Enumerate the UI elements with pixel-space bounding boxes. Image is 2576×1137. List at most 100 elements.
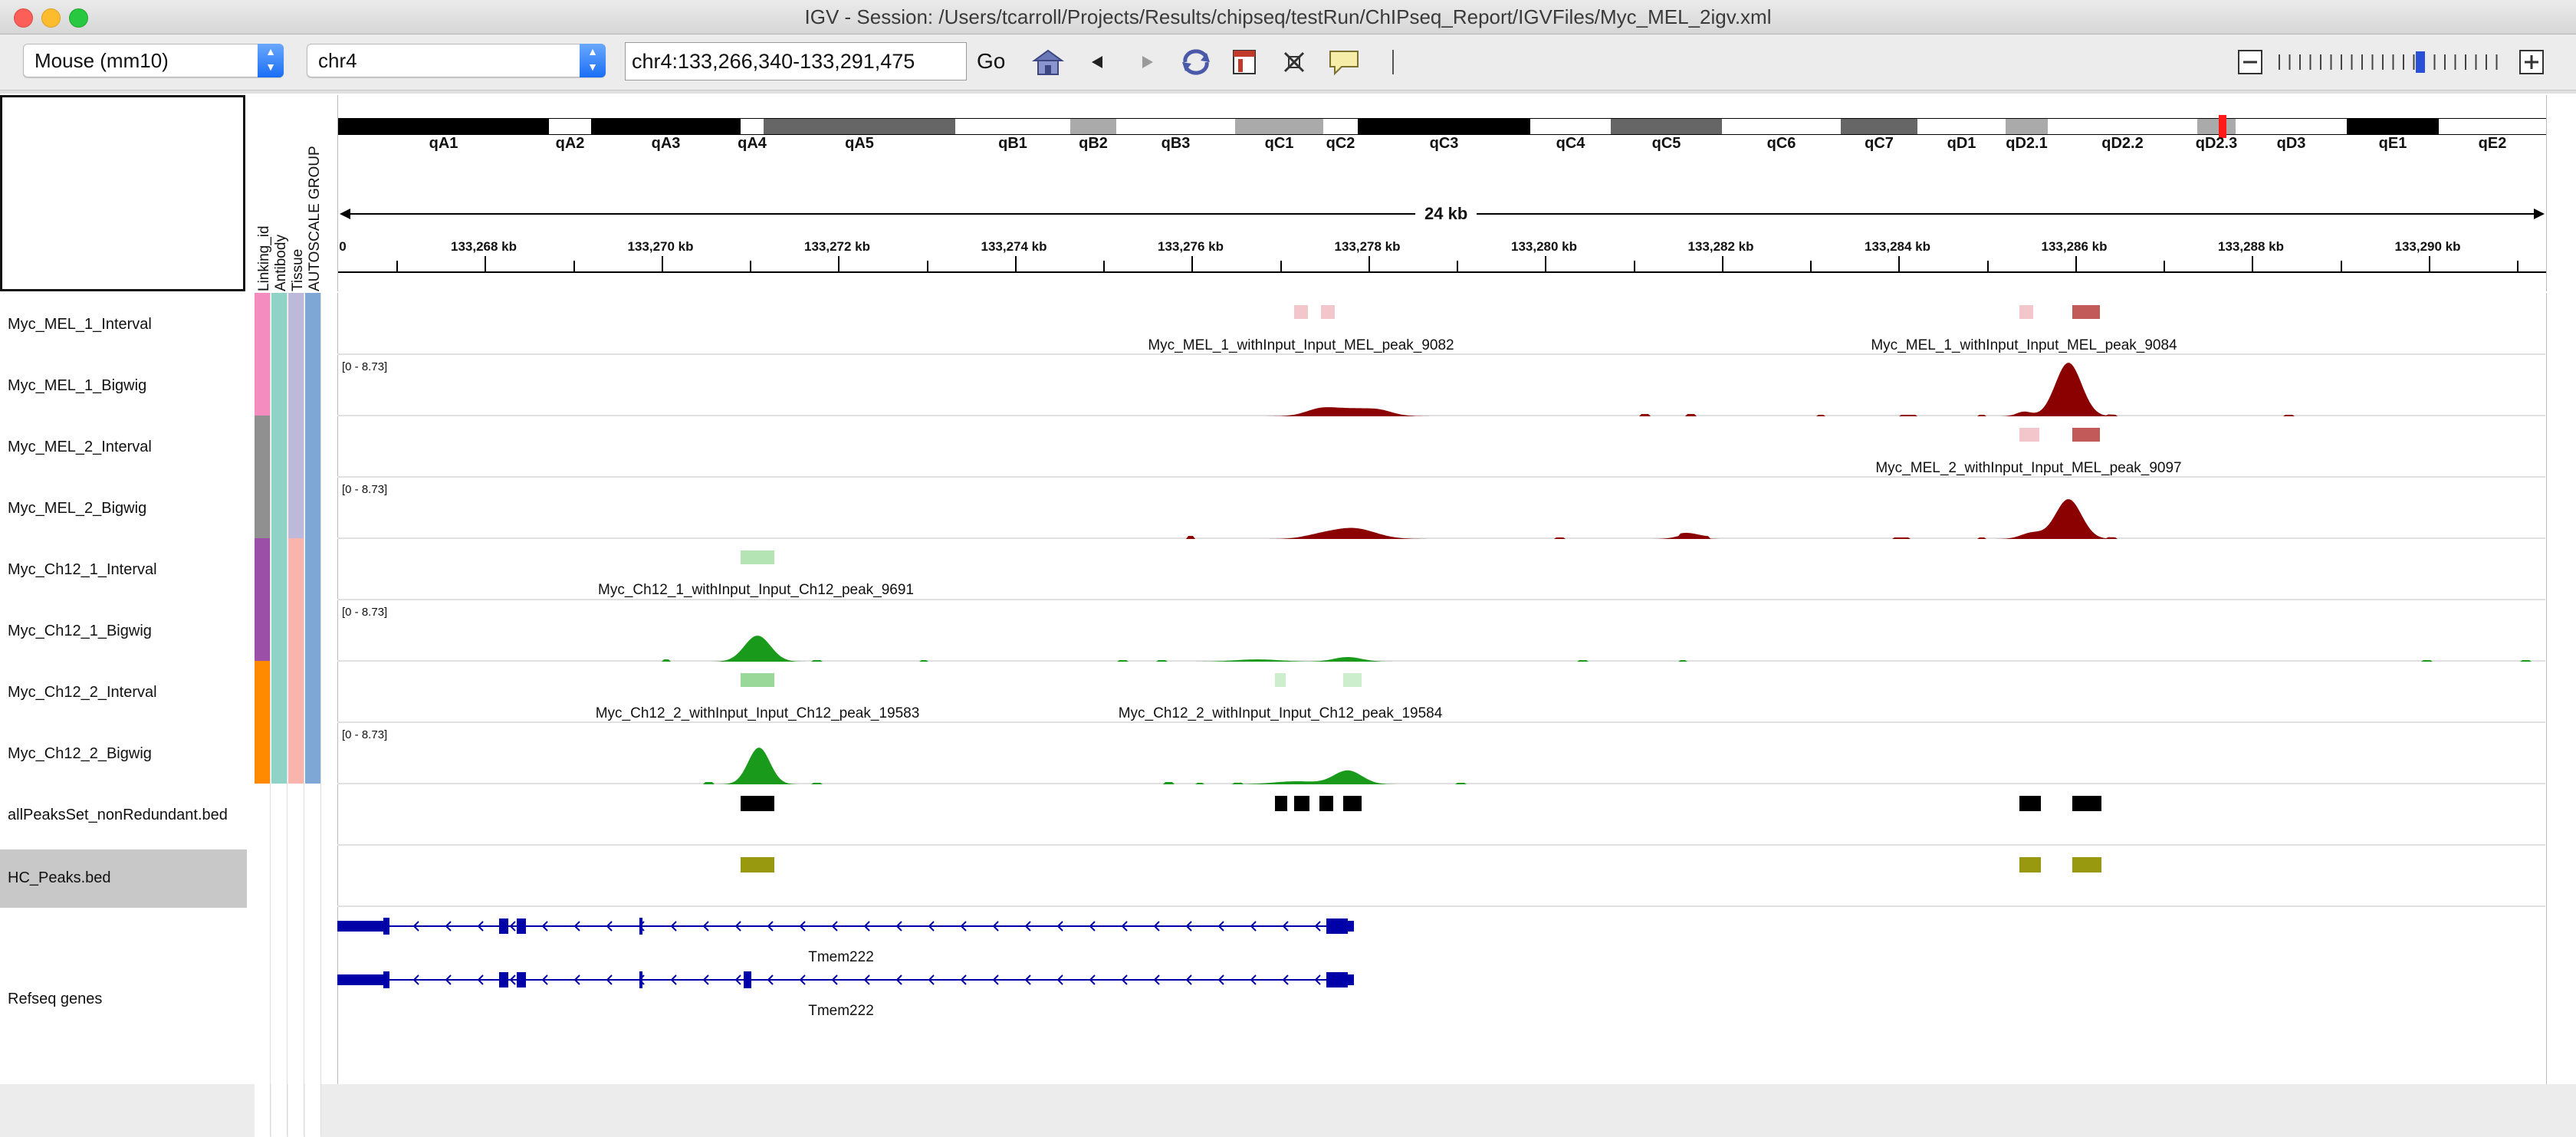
ideogram-band[interactable] [1917,118,2006,135]
ideogram-band[interactable] [1722,118,1841,135]
close-window-button[interactable] [14,8,33,28]
ideogram-band[interactable] [1070,118,1116,135]
attribute-cell[interactable] [288,354,304,416]
attribute-cell[interactable] [305,722,321,784]
attribute-cell[interactable] [271,538,288,600]
ideogram-band[interactable] [1530,118,1611,135]
interval-feature[interactable] [1294,305,1308,319]
track-name[interactable]: Myc_MEL_2_Bigwig [8,500,147,517]
attr-antibody[interactable]: Antibody [273,235,289,291]
genome-select-arrow-icon[interactable]: ▲ ▼ [258,44,284,77]
ideogram-band[interactable] [2236,118,2347,135]
bed-feature[interactable] [2072,857,2101,872]
zoom-window-button[interactable] [69,8,88,28]
genome-select[interactable]: Mouse (mm10) ▲ ▼ [23,44,284,77]
attribute-cell[interactable] [288,661,304,723]
popup-info-icon[interactable] [1328,48,1360,76]
track-name[interactable]: allPeaksSet_nonRedundant.bed [8,807,228,823]
track-name[interactable]: Myc_Ch12_2_Bigwig [8,745,152,762]
attribute-cell[interactable] [288,784,304,846]
attribute-cell[interactable] [305,661,321,723]
ideogram-band[interactable] [1235,118,1323,135]
chromosome-select-arrow-icon[interactable]: ▲ ▼ [580,44,606,77]
attribute-cell[interactable] [255,477,271,539]
attribute-cell[interactable] [271,477,288,539]
attribute-cell[interactable] [305,906,321,1137]
attribute-cell[interactable] [305,845,321,907]
ideogram-band[interactable] [2006,118,2048,135]
coverage-signal[interactable] [337,478,2545,541]
track-name[interactable]: Myc_MEL_1_Bigwig [8,377,147,394]
track-name[interactable]: Myc_MEL_2_Interval [8,439,152,455]
bed-feature[interactable] [741,857,774,872]
resize-tracks-icon[interactable] [1230,48,1258,76]
ideogram-band[interactable] [1116,118,1235,135]
track-name[interactable]: Myc_Ch12_1_Bigwig [8,623,152,639]
attribute-cell[interactable] [271,661,288,723]
attribute-cell[interactable] [255,722,271,784]
track-name[interactable]: Myc_Ch12_2_Interval [8,684,157,701]
locus-input[interactable]: chr4:133,266,340-133,291,475 [625,42,967,81]
ideogram-band[interactable] [549,118,591,135]
ideogram-band[interactable] [338,118,549,135]
header-panel[interactable]: qA1 qA2 qA3 qA4 qA5 qB1 qB2 qB3 qC1 qC2 qC3 qC4 qC5 q… [337,95,2547,291]
interval-feature[interactable] [1275,673,1286,687]
bed-feature[interactable] [1275,796,1287,811]
bed-feature[interactable] [2019,857,2041,872]
attribute-cell[interactable] [271,293,288,355]
track-name[interactable]: Refseq genes [8,991,103,1007]
attribute-cell[interactable] [305,416,321,478]
home-icon[interactable] [1031,48,1065,76]
bed-feature[interactable] [1343,796,1362,811]
attribute-cell[interactable] [271,845,288,907]
attribute-cell[interactable] [255,661,271,723]
back-icon[interactable] [1089,48,1107,76]
attribute-cell[interactable] [255,845,271,907]
coverage-signal[interactable] [337,723,2545,786]
refresh-icon[interactable] [1179,48,1213,76]
ideogram-band[interactable] [591,118,741,135]
attribute-cell[interactable] [255,600,271,662]
bed-feature[interactable] [1294,796,1309,811]
attribute-cell[interactable] [305,538,321,600]
attribute-cell[interactable] [305,477,321,539]
zoom-out-icon[interactable] [2237,48,2263,76]
attribute-cell[interactable] [305,293,321,355]
go-button[interactable]: Go [977,49,1006,73]
attribute-cell[interactable] [255,293,271,355]
attribute-cell[interactable] [271,722,288,784]
region-navigator-icon[interactable] [1280,48,1308,76]
chromosome-ideogram[interactable] [338,118,2546,135]
ideogram-band[interactable] [2048,118,2197,135]
attribute-cell[interactable] [288,600,304,662]
ideogram-band[interactable] [2347,118,2439,135]
attribute-cell[interactable] [255,784,271,846]
interval-feature[interactable] [2019,305,2033,319]
attribute-cell[interactable] [288,722,304,784]
bed-feature[interactable] [1319,796,1333,811]
attribute-cell[interactable] [255,906,271,1137]
track-name[interactable]: HC_Peaks.bed [8,869,111,886]
attr-autoscale-group[interactable]: AUTOSCALE GROUP [307,146,323,291]
attribute-cell[interactable] [288,906,304,1137]
interval-feature[interactable] [2072,428,2100,442]
ideogram-band[interactable] [1358,118,1530,135]
ideogram-band[interactable] [2439,118,2546,135]
minimize-window-button[interactable] [41,8,61,28]
attr-linking-id[interactable]: Linking_id [256,225,272,291]
attribute-cell[interactable] [288,845,304,907]
forward-icon[interactable] [1138,48,1156,76]
attribute-cell[interactable] [288,416,304,478]
ideogram-band[interactable] [1611,118,1722,135]
ideogram-band[interactable] [955,118,1070,135]
interval-feature[interactable] [2019,428,2039,442]
track-name[interactable]: Myc_Ch12_1_Interval [8,561,157,578]
bed-feature[interactable] [2019,796,2041,811]
interval-feature[interactable] [1343,673,1362,687]
attribute-cell[interactable] [255,538,271,600]
attribute-cell[interactable] [271,416,288,478]
ideogram-band[interactable] [1841,118,1917,135]
attribute-cell[interactable] [305,784,321,846]
zoom-slider[interactable] [2273,48,2511,76]
attribute-cell[interactable] [288,293,304,355]
